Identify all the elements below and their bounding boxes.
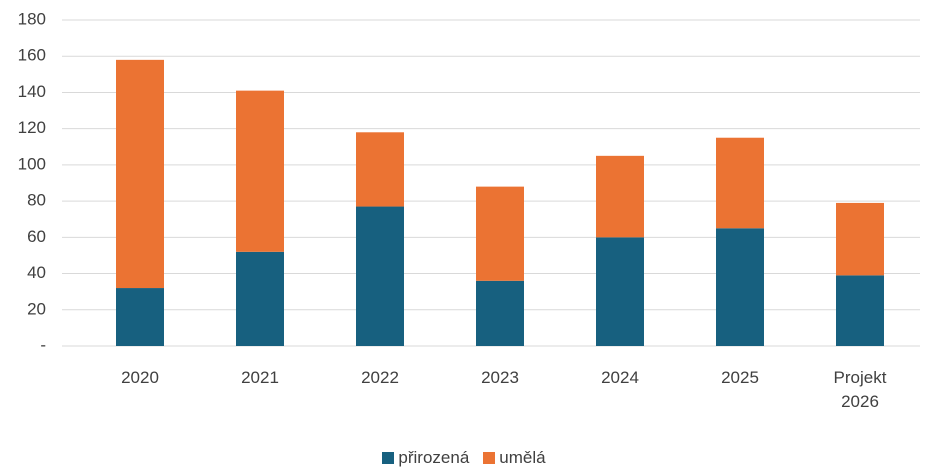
bar-segment <box>836 202 884 276</box>
legend-swatch <box>483 452 496 464</box>
legend-label: přirozená <box>398 448 470 467</box>
bar-segment <box>716 228 764 346</box>
bar-segment <box>476 280 524 346</box>
bar-segment <box>596 155 644 238</box>
y-tick-label: 60 <box>27 227 46 246</box>
y-tick-label: 120 <box>18 118 46 137</box>
legend: přirozená umělá <box>0 448 928 468</box>
bar-segment <box>236 90 284 252</box>
y-tick-label: 80 <box>27 191 46 210</box>
bar-segment <box>356 206 404 346</box>
y-tick-label: 180 <box>18 9 46 28</box>
bar-segment <box>356 132 404 207</box>
legend-label: umělá <box>499 448 546 467</box>
y-tick-label: 140 <box>18 82 46 101</box>
bar-segment <box>716 137 764 229</box>
legend-item: přirozená <box>382 448 469 468</box>
bar-segment <box>476 186 524 281</box>
y-tick-label: 160 <box>18 46 46 65</box>
y-tick-label: 100 <box>18 154 46 173</box>
x-tick-label: 2022 <box>361 368 399 387</box>
x-tick-label: 2025 <box>721 368 759 387</box>
bar-segment <box>836 275 884 346</box>
x-tick-label: 2024 <box>601 368 639 387</box>
x-tick-label: Projekt 2026 <box>833 368 887 411</box>
bar-segment <box>596 237 644 346</box>
bar-segment <box>116 288 164 346</box>
bar-segment <box>236 251 284 346</box>
y-tick-label: - <box>40 335 46 354</box>
x-tick-label: 2020 <box>121 368 159 387</box>
x-tick-label: 2023 <box>481 368 519 387</box>
x-tick-label: 2021 <box>241 368 279 387</box>
y-tick-label: 40 <box>27 263 46 282</box>
bar-segment <box>116 59 164 289</box>
legend-swatch <box>382 452 395 464</box>
y-tick-label: 20 <box>27 299 46 318</box>
legend-item: umělá <box>483 448 546 468</box>
